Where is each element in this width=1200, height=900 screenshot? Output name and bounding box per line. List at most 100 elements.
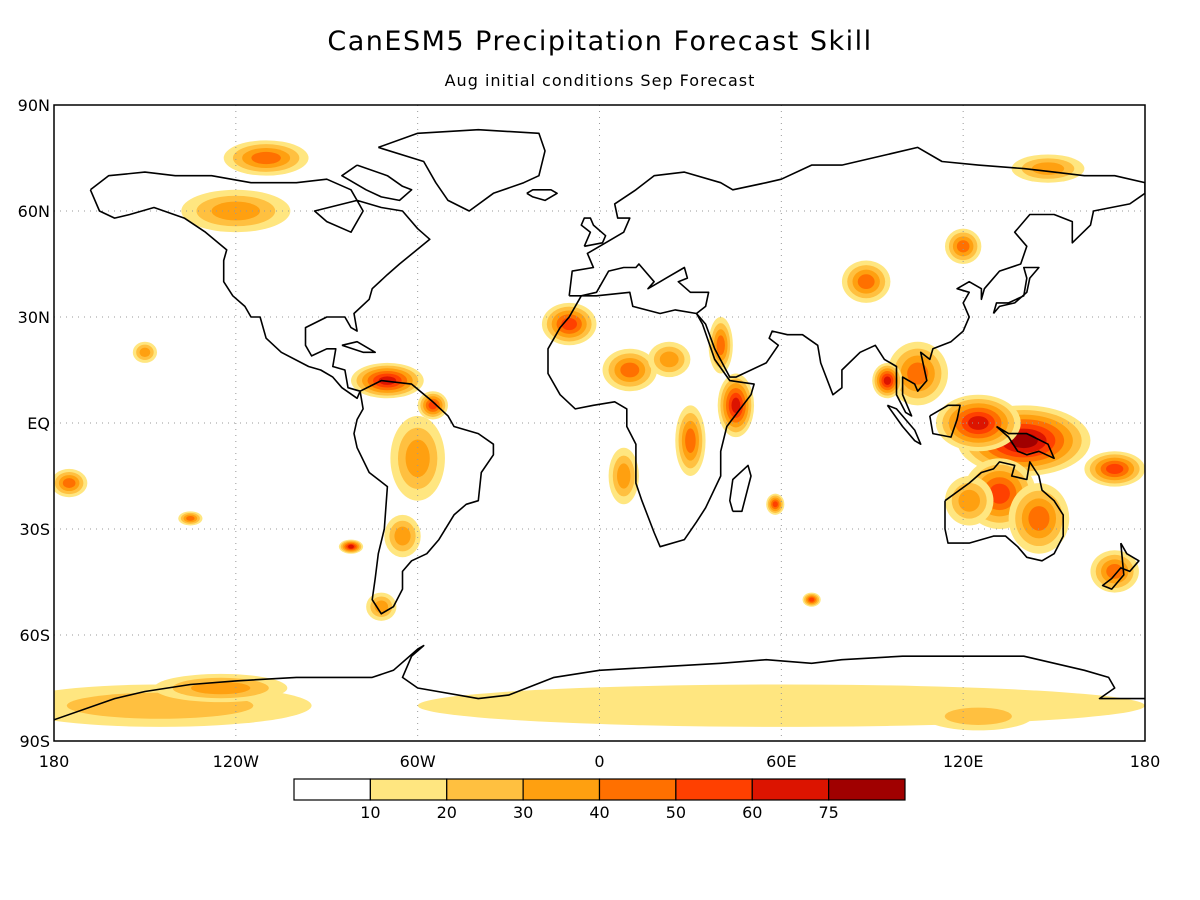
skill-contour-band <box>731 397 741 414</box>
colorbar-label: 20 <box>437 803 457 822</box>
coastline-britain <box>580 217 607 248</box>
coastline-africa <box>547 291 755 548</box>
skill-contour-band <box>907 362 929 385</box>
colorbar-label: 40 <box>589 803 609 822</box>
colorbar-label: 50 <box>666 803 686 822</box>
skill-region <box>384 514 421 558</box>
skill-region <box>366 592 397 621</box>
longitude-label: 0 <box>594 752 604 771</box>
skill-contour-band <box>186 515 195 521</box>
skill-region <box>1008 483 1070 554</box>
skill-contour-band <box>716 335 725 356</box>
coastline-antarctica <box>54 644 1145 721</box>
longitude-label: 120W <box>213 752 260 771</box>
skill-contour-band <box>956 240 970 253</box>
colorbar-label: 10 <box>360 803 380 822</box>
skill-contour-band <box>809 597 815 602</box>
skill-region <box>708 317 733 374</box>
coastline-south-america <box>353 379 495 615</box>
coastline-eurasia <box>568 146 1145 417</box>
latitude-labels: 90N 60N 30N EQ 30S 60S 90S <box>18 96 50 751</box>
coastline-baffin <box>341 164 413 202</box>
colorbar-label: 60 <box>742 803 762 822</box>
coastline-new-guinea <box>995 425 1055 460</box>
coastline-japan <box>992 266 1040 315</box>
skill-contour-band <box>772 501 778 508</box>
skill-region <box>766 493 785 515</box>
coastline-cuba <box>341 340 377 354</box>
latitude-label: 30S <box>19 520 50 539</box>
skill-region <box>923 702 1033 731</box>
skill-region <box>417 391 448 420</box>
colorbar-swatch <box>675 778 753 801</box>
skill-region <box>675 405 706 476</box>
skill-region <box>338 539 364 554</box>
skill-region <box>178 511 203 526</box>
skill-region <box>390 415 445 501</box>
gridlines <box>54 105 1145 741</box>
latitude-label: 30N <box>18 308 50 327</box>
coastline-iceland <box>526 189 558 202</box>
skill-contour-band <box>883 376 892 385</box>
skill-contour-band <box>617 463 631 489</box>
coastline-greenland <box>378 128 546 212</box>
skill-region <box>181 189 291 233</box>
skill-contour-band <box>251 151 281 165</box>
colorbar-label: 30 <box>513 803 533 822</box>
skill-region <box>608 447 639 505</box>
skill-contour-band <box>1009 433 1038 449</box>
skill-region <box>1084 451 1145 487</box>
skill-region <box>944 476 994 526</box>
coastline-borneo <box>929 404 961 438</box>
colorbar-swatch <box>522 778 601 801</box>
skill-region <box>132 341 158 363</box>
skill-region <box>223 140 309 176</box>
skill-region <box>717 373 755 438</box>
skill-contour-band <box>191 681 251 695</box>
skill-contour-band <box>1106 463 1124 474</box>
longitude-label: 180 <box>39 752 70 771</box>
skill-contour-band <box>394 526 411 546</box>
skill-region <box>602 348 658 392</box>
coastlines <box>54 128 1145 721</box>
coastline-sumatra <box>886 404 922 446</box>
latitude-label: 90N <box>18 96 50 115</box>
skill-contour-band <box>857 274 875 290</box>
skill-region <box>1090 550 1139 593</box>
skill-contour-band <box>62 478 76 488</box>
skill-contour-band <box>1028 506 1050 531</box>
coastline-north-america <box>89 171 431 400</box>
skill-contour-band <box>620 362 640 378</box>
chart-title: CanESM5 Precipitation Forecast Skill <box>327 26 873 57</box>
coastline-madagascar <box>728 464 752 513</box>
skill-region <box>541 302 597 346</box>
latitude-label: 90S <box>19 732 50 751</box>
colorbar-swatch <box>446 778 524 801</box>
longitude-label: 180 <box>1130 752 1161 771</box>
skill-contour-band <box>405 439 430 478</box>
colorbar-swatch <box>598 778 677 801</box>
skill-contour-band <box>139 347 151 358</box>
colorbar-swatch <box>293 778 371 801</box>
colorbar-label: 75 <box>818 803 838 822</box>
skill-region <box>154 673 288 703</box>
skill-contour-band <box>348 544 354 549</box>
skill-region <box>802 592 821 607</box>
longitude-labels: 180 120W 60W 0 60E 120E 180 <box>39 752 1161 771</box>
skill-contour-band <box>211 201 261 221</box>
skill-contour-band <box>989 483 1010 504</box>
skill-region <box>872 362 903 399</box>
colorbar-swatch <box>751 778 830 801</box>
colorbar-swatch <box>828 778 906 801</box>
longitude-label: 60W <box>400 752 436 771</box>
skill-region <box>647 341 691 378</box>
coastline-new-zealand <box>1101 542 1140 590</box>
chart-subtitle: Aug initial conditions Sep Forecast <box>444 71 756 90</box>
skill-contour-band <box>958 489 981 512</box>
skill-contour-band <box>944 707 1012 725</box>
colorbar-swatch <box>369 778 448 801</box>
colorbar: 10 20 30 40 50 60 75 <box>293 778 906 822</box>
longitude-label: 60E <box>766 752 796 771</box>
skill-contour-band <box>685 428 696 453</box>
